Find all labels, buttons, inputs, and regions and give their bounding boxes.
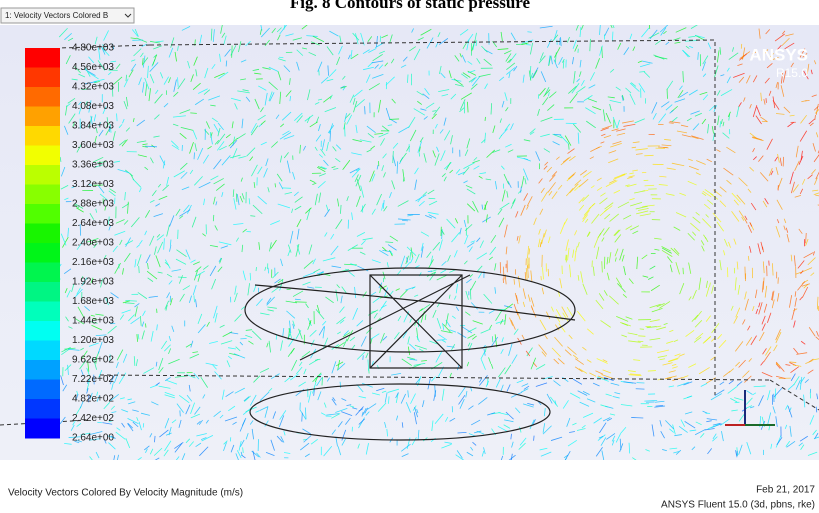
velocity-vector (815, 115, 816, 120)
velocity-vector (389, 119, 399, 120)
colorbar-label: 3.60e+03 (72, 140, 114, 151)
screenshot: Fig. 8 Contours of static pressure 1: Ve… (0, 0, 819, 513)
footer-solver: ANSYS Fluent 15.0 (3d, pbns, rke) (661, 500, 815, 511)
colorbar-label: 2.16e+03 (72, 257, 114, 268)
colorbar-label: 4.82e+02 (72, 394, 114, 405)
graphics-viewport (0, 25, 819, 460)
velocity-vector (470, 289, 471, 300)
fluent-window: Fig. 8 Contours of static pressure 1: Ve… (0, 0, 819, 513)
velocity-vector (816, 407, 817, 413)
colorbar-label: 7.22e+02 (72, 374, 114, 385)
velocity-vector (649, 24, 650, 29)
velocity-vector (638, 341, 643, 342)
velocity-vector (117, 113, 118, 121)
colorbar-band (25, 243, 60, 263)
colorbar-band (25, 204, 60, 224)
colorbar-label: 4.80e+03 (72, 43, 114, 54)
velocity-vector (442, 229, 443, 239)
colorbar-label: 4.32e+03 (72, 82, 114, 93)
colorbar-band (25, 146, 60, 166)
colorbar-label: 2.40e+03 (72, 238, 114, 249)
colorbar-band (25, 107, 60, 127)
logo-release: R15.0 (776, 66, 808, 80)
velocity-vector (302, 413, 303, 422)
velocity-vector (735, 402, 740, 403)
colorbar-label: 2.88e+03 (72, 199, 114, 210)
velocity-vector (170, 240, 171, 246)
colorbar-label: 2.64e+03 (72, 218, 114, 229)
colorbar-band (25, 263, 60, 283)
velocity-vector (275, 183, 276, 187)
colorbar-label: 3.12e+03 (72, 179, 114, 190)
colorbar-label: 1.20e+03 (72, 335, 114, 346)
colorbar-band (25, 360, 60, 380)
velocity-vector (295, 299, 301, 300)
colorbar-label: 1.44e+03 (72, 316, 114, 327)
velocity-vector (236, 193, 237, 201)
colorbar-band (25, 68, 60, 88)
velocity-vector (322, 377, 323, 385)
colorbar-band (25, 282, 60, 302)
colorbar-label: 3.36e+03 (72, 160, 114, 171)
view-selector-label: 1: Velocity Vectors Colored B (5, 11, 108, 20)
velocity-vector (527, 32, 531, 33)
velocity-vector (134, 356, 135, 366)
colorbar-label: 2.64e+00 (72, 433, 114, 444)
footer-date: Feb 21, 2017 (756, 485, 815, 496)
colorbar-label: 2.42e+02 (72, 413, 114, 424)
colorbar-label: 4.08e+03 (72, 101, 114, 112)
colorbar-band (25, 87, 60, 107)
colorbar-band (25, 380, 60, 400)
velocity-vector (388, 396, 389, 403)
velocity-vector (631, 417, 643, 418)
colorbar-band (25, 341, 60, 361)
velocity-vector (380, 36, 381, 42)
colorbar-band (25, 185, 60, 205)
figure-caption: Fig. 8 Contours of static pressure (290, 0, 531, 12)
colorbar-label: 1.68e+03 (72, 296, 114, 307)
colorbar-band (25, 224, 60, 244)
velocity-vector (345, 125, 346, 136)
colorbar-band (25, 302, 60, 322)
colorbar-label: 1.92e+03 (72, 277, 114, 288)
colorbar-label: 3.84e+03 (72, 121, 114, 132)
colorbar-band (25, 165, 60, 185)
colorbar-band (25, 126, 60, 146)
velocity-vector (612, 32, 613, 42)
footer-description: Velocity Vectors Colored By Velocity Mag… (8, 488, 243, 499)
colorbar-band (25, 419, 60, 439)
velocity-vector (139, 266, 140, 273)
velocity-vector (407, 74, 408, 82)
velocity-vector (126, 75, 127, 81)
velocity-vector (143, 423, 144, 427)
velocity-vector (365, 106, 366, 114)
colorbar-band (25, 48, 60, 68)
colorbar-band (25, 321, 60, 341)
colorbar-label: 9.62e+02 (72, 355, 114, 366)
logo-brand: ANSYS (749, 45, 808, 64)
velocity-vector (485, 117, 486, 121)
colorbar-label: 4.56e+03 (72, 62, 114, 73)
colorbar-band (25, 399, 60, 419)
